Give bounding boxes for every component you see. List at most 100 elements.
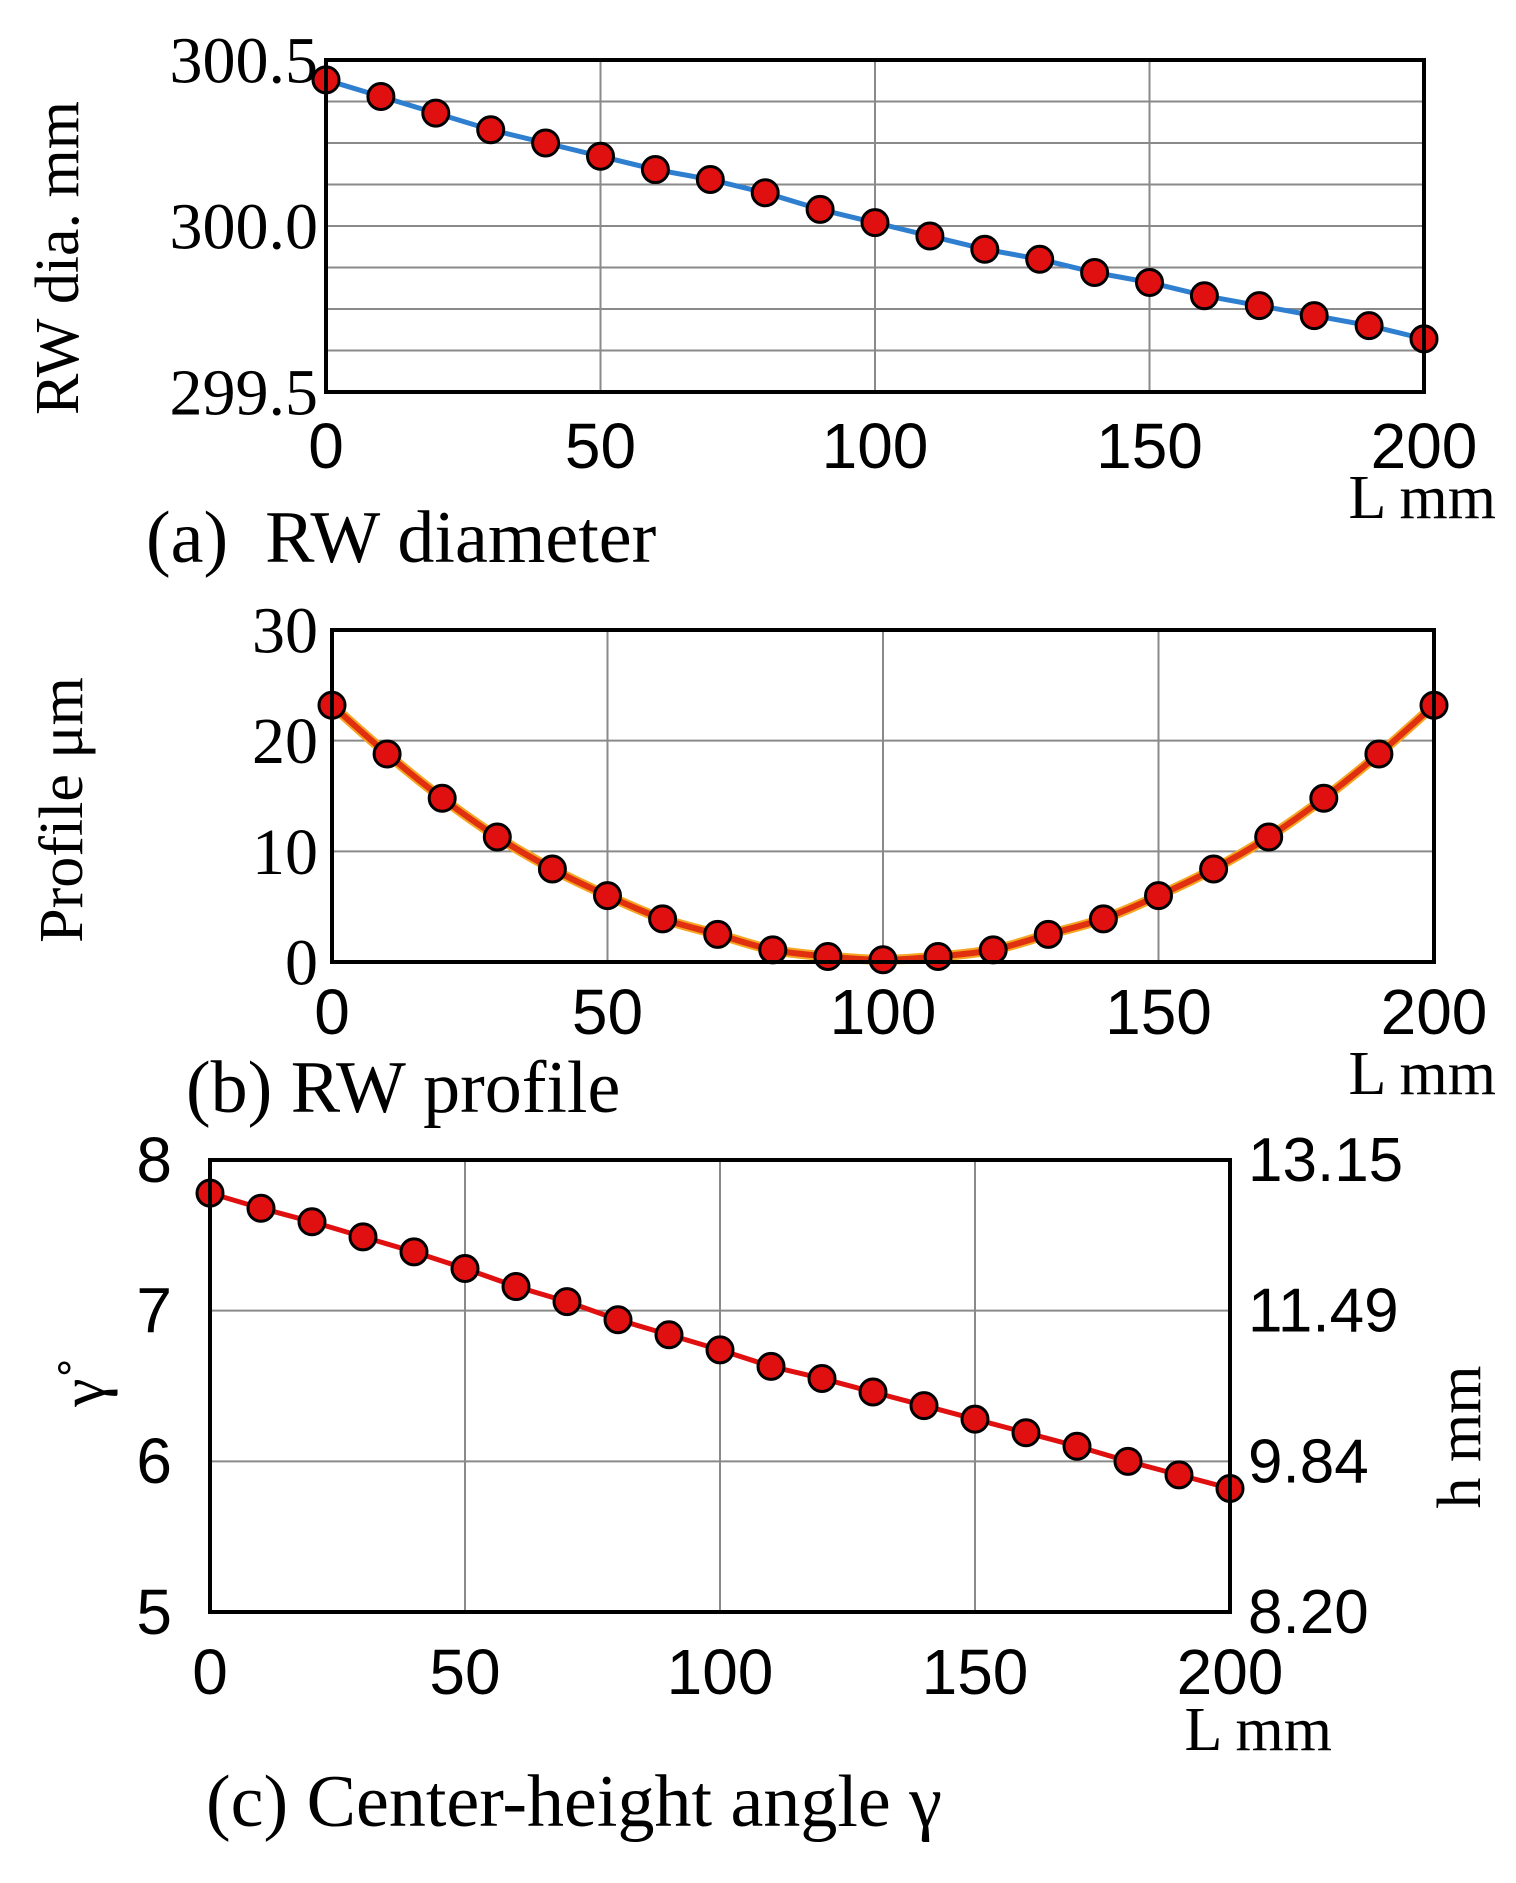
panel-b-data-point: [1199, 854, 1229, 884]
panel-b-data-point: [868, 945, 898, 975]
panel-c-data-point: [501, 1272, 531, 1302]
panel-a-caption: (a) RW diameter: [146, 497, 656, 579]
panel-a-grid: [326, 60, 1424, 392]
panel-c-x-tick-label: 200: [1177, 1636, 1284, 1708]
panel-b-data-point: [593, 881, 622, 911]
panel-a-data-point: [970, 234, 1000, 264]
panel-c-y-tick-label: 6: [136, 1425, 172, 1497]
panel-c-data-point: [552, 1287, 582, 1317]
panel-a-data-point: [366, 82, 396, 112]
panel-a-x-ticks: 0 50 100 150 200: [308, 410, 1477, 482]
panel-b-data-point: [1033, 919, 1063, 949]
panel-c-x-label: L mm: [1184, 1696, 1332, 1764]
panel-c-y2-tick-label: 9.84: [1248, 1427, 1369, 1496]
panel-b-data-point: [537, 854, 567, 884]
panel-c-data-point: [654, 1320, 684, 1350]
panel-a-data-point: [1244, 291, 1274, 321]
panel-c-x-ticks: 0 50 100 150 200: [192, 1636, 1283, 1708]
panel-a-data-point: [1354, 311, 1384, 341]
panel-a-data-point: [695, 165, 725, 195]
panel-c-grid: [210, 1160, 1230, 1612]
panel-a-y-label: RW dia. mm: [24, 101, 92, 415]
panel-c-data-point: [1062, 1431, 1092, 1461]
panel-b-data-point: [482, 822, 512, 852]
panel-a-data-point: [421, 98, 451, 128]
panel-c-data-point: [858, 1377, 888, 1407]
panel-c-y2-label: h mm: [1426, 1366, 1494, 1509]
panel-a-x-label: L mm: [1348, 464, 1496, 532]
panel-c-x-tick-label: 50: [429, 1636, 500, 1708]
panel-c-markers: [195, 1178, 1245, 1503]
panel-b-data-point: [813, 941, 843, 971]
panel-c-y-tick-label: 7: [136, 1274, 172, 1346]
panel-c-y-label: γ˚: [47, 1357, 118, 1408]
panel-c-y-ticks: 5 6 7 8: [136, 1124, 172, 1648]
panel-c-data-point: [1164, 1460, 1194, 1490]
panel-b-y-ticks: 0 10 20 30: [252, 594, 318, 999]
panel-c-y-tick-label: 8: [136, 1124, 172, 1196]
panel-c-data-point: [705, 1335, 735, 1365]
panel-b-caption: (b) RW profile: [186, 1047, 620, 1129]
panel-c-y2-tick-label: 13.15: [1248, 1126, 1403, 1195]
panel-a-data-point: [1025, 244, 1055, 274]
panel-b-x-tick-label: 150: [1105, 976, 1212, 1048]
panel-a-y-tick-label: 300.0: [170, 190, 319, 263]
panel-c-data-point: [348, 1222, 378, 1252]
panel-c-y2-ticks: 8.20 9.84 11.49 13.15: [1248, 1126, 1403, 1647]
panel-c-data-point: [1113, 1446, 1143, 1476]
panel-c-data-point: [603, 1305, 633, 1335]
panel-b-data-point: [648, 904, 678, 934]
panel-a-data-point: [750, 178, 780, 208]
panel-a-x-tick-label: 200: [1371, 410, 1478, 482]
panel-b-data-point: [923, 941, 953, 971]
panel-b-frame: [330, 628, 1436, 964]
panel-a-y-tick-label: 299.5: [170, 356, 319, 429]
panel-b-grid: [332, 630, 1434, 962]
panel-b-y-tick-label: 30: [252, 594, 318, 667]
panel-a-data-point: [1135, 267, 1164, 297]
panel-a-data-point: [476, 115, 506, 145]
panel-a-data-point: [586, 141, 615, 171]
panel-c-x-tick-label: 0: [192, 1636, 228, 1708]
panel-c-data-point: [1011, 1418, 1041, 1448]
panel-b-data-point: [372, 739, 402, 769]
panel-b-data-point: [1309, 783, 1339, 813]
panel-c-frame: [208, 1158, 1232, 1614]
panel-a-y-tick-label: 300.5: [170, 24, 319, 97]
panel-b-x-tick-label: 50: [572, 976, 643, 1048]
panel-c-x-tick-label: 150: [922, 1636, 1029, 1708]
panel-a-x-tick-label: 100: [822, 410, 929, 482]
panel-b-chart: 0 50 100 150 200 0 10 20 30 Profile μm L mm (b)…: [28, 594, 1496, 1129]
panel-b-x-ticks: 0 50 100 150 200: [314, 976, 1487, 1048]
panel-b-x-label: L mm: [1348, 1040, 1496, 1108]
panel-c-y2-tick-label: 11.49: [1248, 1277, 1399, 1346]
panel-c-data-point: [450, 1253, 480, 1283]
panel-c-data-point: [399, 1237, 429, 1267]
panel-a-y-ticks: 299.5 300.0 300.5: [170, 24, 319, 429]
panel-c-caption: (c) Center-height angle γ: [206, 1761, 942, 1843]
panel-c-data-point: [960, 1404, 990, 1434]
panel-a-data-point: [805, 194, 835, 224]
panel-c-data-point: [756, 1351, 786, 1381]
panel-c-x-tick-label: 100: [667, 1636, 774, 1708]
panel-b-data-point: [978, 935, 1008, 965]
panel-a-x-tick-label: 150: [1096, 410, 1203, 482]
panel-b-y-tick-label: 20: [252, 705, 318, 778]
panel-b-data-point: [758, 935, 788, 965]
panel-c-y2-tick-label: 8.20: [1248, 1578, 1369, 1647]
panel-b-data-point: [1088, 904, 1118, 934]
panel-a-data-point: [1080, 257, 1110, 287]
panel-b-data-point: [427, 783, 457, 813]
panel-b-y-tick-label: 10: [252, 816, 318, 889]
panel-b-y-label: Profile μm: [28, 677, 96, 943]
panel-a-x-tick-label: 50: [565, 410, 636, 482]
panel-a-data-point: [915, 221, 945, 251]
panel-b-x-tick-label: 200: [1381, 976, 1488, 1048]
panel-a-data-point: [860, 208, 890, 238]
panel-b-y-tick-label: 0: [285, 926, 318, 999]
panel-b-data-point: [1364, 739, 1394, 769]
panel-c-data-point: [807, 1363, 837, 1393]
panel-c-data-point: [246, 1193, 276, 1223]
